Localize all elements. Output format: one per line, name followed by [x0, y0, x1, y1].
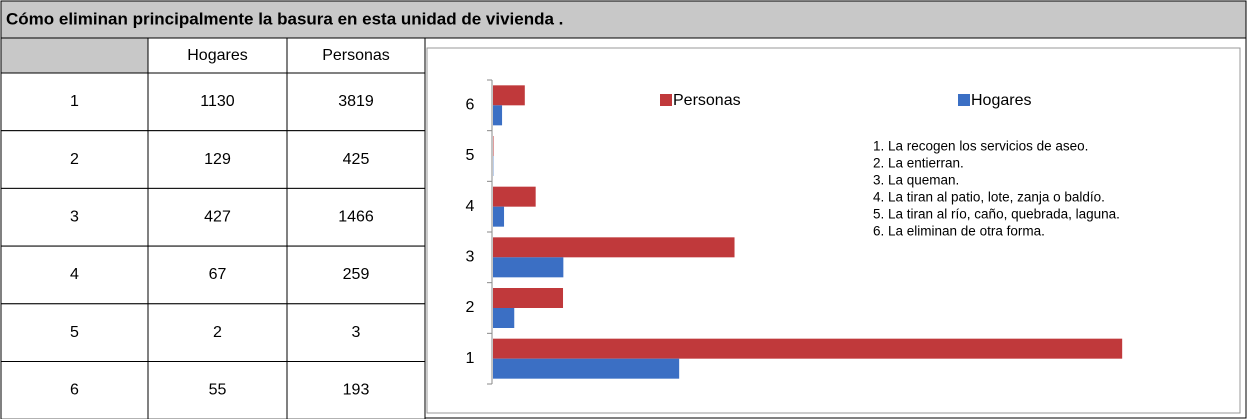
bar — [493, 237, 735, 258]
column-header: Personas — [322, 47, 390, 64]
header-cell — [286, 37, 426, 74]
legend-label: Personas — [673, 92, 741, 109]
legend-swatch — [660, 94, 672, 106]
cell — [147, 361, 288, 419]
cell — [286, 187, 426, 247]
table-value: 259 — [343, 266, 370, 283]
annotation: 1. La recogen los servicios de aseo. — [873, 139, 1088, 154]
table-value: 1130 — [200, 93, 235, 110]
bar — [493, 308, 515, 328]
cell — [0, 72, 149, 132]
cell — [0, 187, 149, 247]
bar — [493, 358, 680, 379]
bar — [493, 186, 536, 207]
bar — [493, 338, 1123, 359]
title: Cómo eliminan principalmente la basura e… — [6, 9, 563, 28]
cell — [286, 361, 426, 419]
annotation: 3. La queman. — [873, 173, 959, 188]
row-label: 1 — [70, 93, 79, 110]
table-value: 2 — [213, 324, 222, 341]
table-value: 425 — [343, 151, 370, 168]
y-tick-label: 4 — [466, 198, 475, 215]
cell — [0, 361, 149, 419]
bar — [493, 105, 503, 126]
annotation: 2. La entierran. — [873, 156, 964, 171]
cell — [147, 187, 288, 247]
row-label: 3 — [70, 208, 79, 225]
y-tick-label: 5 — [466, 147, 475, 164]
table-value: 55 — [209, 382, 227, 399]
cell — [286, 130, 426, 189]
cell — [147, 303, 288, 362]
row-label: 2 — [70, 151, 79, 168]
y-tick-label: 3 — [466, 249, 475, 266]
cell — [286, 72, 426, 132]
title-bar — [0, 0, 1247, 39]
cell — [0, 130, 149, 189]
bar — [493, 257, 564, 278]
corner-cell — [0, 37, 149, 74]
cell — [0, 303, 149, 362]
annotation: 5. La tiran al río, caño, quebrada, lagu… — [873, 207, 1120, 222]
legend-label: Hogares — [971, 92, 1031, 109]
table-value: 3 — [352, 324, 361, 341]
annotation: 6. La eliminan de otra forma. — [873, 224, 1045, 239]
row-label: 5 — [70, 324, 79, 341]
y-tick-label: 2 — [466, 299, 475, 316]
bar — [493, 206, 505, 227]
row-label: 4 — [70, 266, 79, 283]
annotation: 4. La tiran al patio, lote, zanja o bald… — [873, 190, 1105, 205]
table-value: 193 — [343, 382, 370, 399]
table-value: 129 — [204, 151, 231, 168]
cell — [0, 245, 149, 305]
y-tick-label: 1 — [466, 350, 475, 367]
table-value: 427 — [204, 208, 231, 225]
legend-swatch — [958, 94, 970, 106]
cell — [147, 130, 288, 189]
bar — [493, 85, 525, 106]
table-value: 67 — [209, 266, 227, 283]
bar — [493, 288, 564, 308]
row-label: 6 — [70, 382, 79, 399]
table-value: 1466 — [338, 208, 374, 225]
table-value: 3819 — [338, 93, 374, 110]
y-tick-label: 6 — [466, 97, 475, 114]
column-header: Hogares — [187, 47, 247, 64]
